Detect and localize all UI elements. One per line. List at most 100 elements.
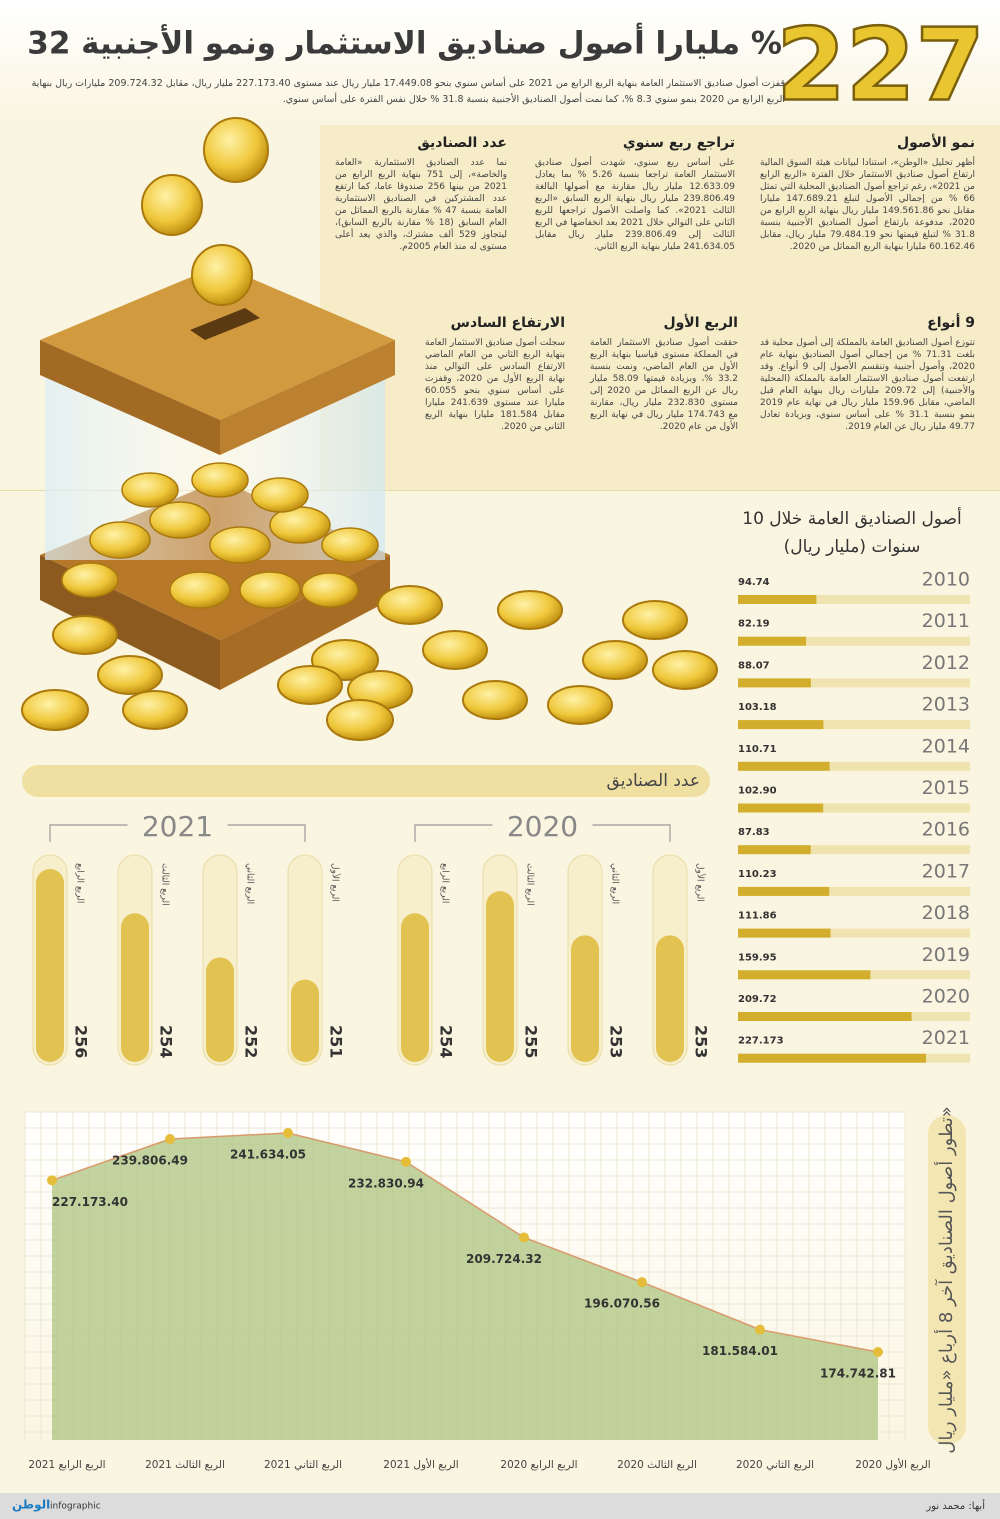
value-label: 253 xyxy=(607,1025,626,1058)
point xyxy=(165,1133,175,1144)
y-tick-label: 2021 xyxy=(922,1027,970,1049)
value-label: 239.806.49 xyxy=(112,1153,188,1167)
header-bg xyxy=(0,0,1000,125)
value-label: 254 xyxy=(437,1025,456,1058)
y-tick-label: 2010 xyxy=(922,569,970,591)
value-label: 209.724.32 xyxy=(466,1252,542,1266)
bar xyxy=(738,595,817,604)
bar-track xyxy=(738,803,970,813)
value-label: 252 xyxy=(242,1025,261,1058)
article: تراجع ربع سنوي على أساس ربع سنوي، شهدت أص… xyxy=(535,135,735,253)
legend-label: 2021 xyxy=(142,810,213,843)
article-heading: الربع الأول xyxy=(663,315,738,331)
article: 9 أنواع تتوزع أصول الصناديق العامة بالممل… xyxy=(760,315,975,433)
articles-bg xyxy=(320,125,1000,490)
bar xyxy=(738,636,807,646)
value-label: 111.86 xyxy=(738,911,777,922)
bar-track xyxy=(738,761,970,771)
article-text: أظهر تحليل «الوطن»، استنادا لبيانات هيئة… xyxy=(760,158,975,252)
article-text: سجلت أصول صناديق الاستثمار العامة بنهاية… xyxy=(425,338,565,432)
brand-label: infographic xyxy=(50,1502,101,1512)
category-label: الربع الرابع xyxy=(75,863,85,903)
bar-track xyxy=(738,928,970,938)
area xyxy=(52,1133,878,1440)
value-label: 232.830.94 xyxy=(348,1176,424,1190)
value-label: 88.07 xyxy=(738,660,770,671)
value-label: 159.95 xyxy=(738,952,777,963)
x-tick-label: الربع الثاني 2021 xyxy=(264,1459,342,1471)
category-label: الربع الثاني xyxy=(245,863,255,904)
category-label: الربع الثالث xyxy=(160,863,170,906)
title-band xyxy=(928,1115,966,1445)
y-tick-label: 2017 xyxy=(922,860,970,882)
bar xyxy=(738,970,871,980)
y-tick-label: 2014 xyxy=(922,735,970,757)
intro: قفزت أصول صناديق الاستثمار العامة بنهاية… xyxy=(31,78,785,105)
x-tick-label: الربع الرابع 2021 xyxy=(28,1459,105,1471)
point xyxy=(637,1277,647,1288)
point xyxy=(283,1128,293,1138)
column xyxy=(36,869,64,1062)
bracket xyxy=(414,824,671,842)
bar xyxy=(738,720,824,730)
y-tick-label: 2011 xyxy=(922,610,970,632)
brand: الوطن xyxy=(12,1498,50,1513)
value-label: 254 xyxy=(157,1025,176,1058)
y-tick-label: 2016 xyxy=(922,819,970,841)
bar xyxy=(738,845,811,855)
value-label: 102.90 xyxy=(738,786,777,797)
bar xyxy=(738,1012,912,1021)
x-tick-label: الربع الأول 2021 xyxy=(383,1458,458,1471)
y-tick-label: 2012 xyxy=(922,652,970,674)
bracket xyxy=(49,824,306,842)
bar-track xyxy=(738,886,970,896)
big-number: 227 xyxy=(776,6,985,123)
bar xyxy=(738,928,831,938)
bar xyxy=(738,1053,926,1063)
value-label: 196.070.56 xyxy=(584,1297,660,1311)
value-label: 82.19 xyxy=(738,619,770,630)
y-tick-label: 2018 xyxy=(922,902,970,924)
value-label: 94.74 xyxy=(738,577,770,588)
x-tick-label: الربع الثالث 2020 xyxy=(617,1459,697,1471)
bar xyxy=(738,678,811,688)
column xyxy=(571,935,599,1062)
category-label: الربع الأول xyxy=(695,863,707,902)
bar-track xyxy=(738,845,970,855)
value-label: 110.23 xyxy=(738,869,777,880)
y-tick-label: 2019 xyxy=(922,944,970,966)
value-label: 227.173 xyxy=(738,1036,784,1047)
value-label: 255 xyxy=(522,1025,541,1058)
value-label: 181.584.01 xyxy=(702,1344,778,1358)
chart-title: أصول الصناديق العامة خلال 10 سنوات (مليا… xyxy=(742,509,962,557)
bar xyxy=(738,761,830,771)
column xyxy=(486,891,514,1062)
chart-title: تطور أصول الصناديق آخر 8 أرباع «مليار ري… xyxy=(934,1106,957,1454)
value-label: 110.71 xyxy=(738,744,777,755)
y-tick-label: 2013 xyxy=(922,694,970,716)
x-tick-label: الربع الرابع 2020 xyxy=(500,1459,577,1471)
article-heading: الارتفاع السادس xyxy=(450,315,565,331)
credit: أبها: محمد نور xyxy=(925,1499,985,1512)
article-text: تتوزع أصول الصناديق العامة بالمملكة إلى … xyxy=(760,338,976,432)
article-heading: تراجع ربع سنوي xyxy=(622,135,735,151)
value-label: 241.634.05 xyxy=(230,1148,306,1162)
column xyxy=(401,913,429,1062)
bar xyxy=(738,803,824,813)
value-label: 87.83 xyxy=(738,827,770,838)
line xyxy=(51,1132,879,1353)
value-label: 209.72 xyxy=(738,994,777,1005)
divider xyxy=(0,490,1000,491)
bar-track xyxy=(738,636,970,646)
column xyxy=(121,913,149,1062)
value-label: 174.742.81 xyxy=(820,1367,896,1381)
point xyxy=(401,1156,411,1167)
bar-track xyxy=(738,595,970,604)
article: الارتفاع السادس سجلت أصول صناديق الاستثما… xyxy=(425,315,565,433)
bar-track xyxy=(738,678,970,688)
point xyxy=(47,1175,57,1186)
article-heading: 9 أنواع xyxy=(927,315,975,331)
article: نمو الأصول أظهر تحليل «الوطن»، استنادا لب… xyxy=(760,135,975,253)
category-label: الربع الثالث xyxy=(525,863,535,906)
